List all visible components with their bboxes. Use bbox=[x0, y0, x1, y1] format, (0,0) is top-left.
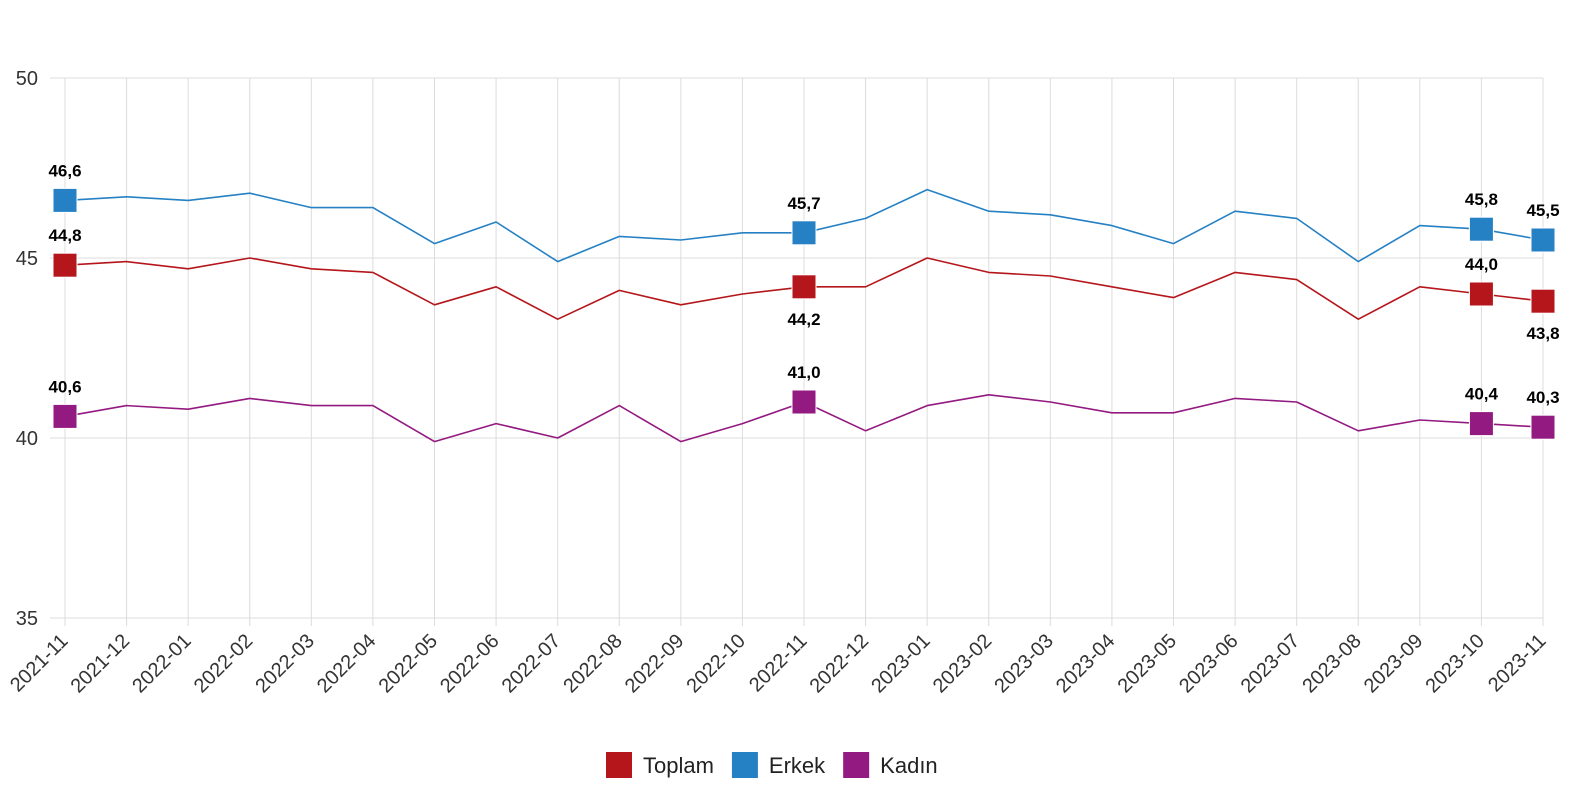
y-tick-label: 45 bbox=[16, 248, 38, 270]
x-tick-label: 2022-10 bbox=[682, 630, 749, 697]
data-label: 46,6 bbox=[48, 161, 81, 180]
y-tick-label: 50 bbox=[16, 68, 38, 90]
data-point-marker bbox=[791, 274, 817, 300]
x-tick-label: 2023-04 bbox=[1052, 630, 1119, 697]
data-label: 41,0 bbox=[787, 363, 820, 382]
data-point-marker bbox=[52, 252, 78, 278]
data-point-marker bbox=[1468, 411, 1494, 437]
x-tick-label: 2021-12 bbox=[67, 630, 134, 697]
legend-swatch bbox=[731, 752, 758, 778]
data-point-marker bbox=[791, 389, 817, 415]
x-tick-label: 2023-11 bbox=[1484, 630, 1550, 696]
x-tick-label: 2023-07 bbox=[1237, 630, 1304, 697]
x-tick-label: 2023-05 bbox=[1114, 630, 1181, 697]
series-markers bbox=[52, 187, 1556, 440]
data-label: 40,4 bbox=[1465, 385, 1499, 404]
x-tick-label: 2022-09 bbox=[621, 630, 688, 697]
data-point-marker bbox=[1530, 414, 1556, 440]
x-tick-label: 2023-01 bbox=[867, 630, 934, 697]
x-tick-label: 2022-07 bbox=[498, 630, 565, 697]
data-label: 40,3 bbox=[1526, 388, 1559, 407]
data-label: 45,7 bbox=[787, 194, 820, 213]
x-tick-label: 2022-04 bbox=[313, 630, 380, 697]
y-tick-label: 40 bbox=[16, 428, 38, 450]
x-tick-label: 2023-10 bbox=[1421, 630, 1488, 697]
data-label: 45,5 bbox=[1526, 201, 1559, 220]
grid bbox=[50, 77, 1544, 626]
x-tick-label: 2022-02 bbox=[190, 630, 257, 697]
data-label: 43,8 bbox=[1526, 324, 1559, 343]
x-tick-label: 2023-02 bbox=[929, 630, 996, 697]
legend-label: Kadın bbox=[880, 753, 938, 778]
y-tick-label: 35 bbox=[16, 608, 38, 630]
x-tick-label: 2023-06 bbox=[1175, 630, 1242, 697]
x-tick-label: 2022-05 bbox=[375, 630, 442, 697]
x-axis-ticks: 2021-112021-122022-012022-022022-032022-… bbox=[6, 630, 1550, 697]
x-tick-label: 2022-01 bbox=[128, 630, 195, 697]
x-tick-label: 2022-03 bbox=[251, 630, 318, 697]
data-point-marker bbox=[1530, 227, 1556, 253]
data-label: 40,6 bbox=[48, 377, 81, 396]
data-labels: 44,8 44,2 44,0 43,8 46,6 45,7 45,8 45,5 40,6 41,0… bbox=[48, 161, 1559, 407]
x-tick-label: 2022-11 bbox=[745, 630, 811, 696]
data-point-marker bbox=[1530, 288, 1556, 314]
data-label: 44,2 bbox=[787, 310, 820, 329]
x-tick-label: 2022-06 bbox=[436, 630, 503, 697]
legend-label: Erkek bbox=[769, 753, 826, 778]
y-axis-ticks: 35 40 45 50 bbox=[16, 68, 38, 630]
legend-label: Toplam bbox=[643, 753, 714, 778]
x-tick-label: 2022-12 bbox=[806, 630, 873, 697]
data-point-marker bbox=[52, 403, 78, 429]
data-point-marker bbox=[1468, 281, 1494, 307]
x-tick-label: 2023-09 bbox=[1360, 630, 1427, 697]
legend-swatch bbox=[843, 752, 870, 778]
data-label: 44,8 bbox=[48, 226, 81, 245]
data-point-marker bbox=[1468, 216, 1494, 242]
legend-swatch bbox=[606, 752, 632, 778]
legend: Toplam Erkek Kadın bbox=[606, 752, 938, 778]
data-point-marker bbox=[52, 187, 78, 213]
x-tick-label: 2021-11 bbox=[6, 630, 72, 696]
x-tick-label: 2023-08 bbox=[1298, 630, 1365, 697]
data-point-marker bbox=[791, 220, 817, 246]
data-label: 45,8 bbox=[1465, 190, 1498, 209]
x-tick-label: 2023-03 bbox=[990, 630, 1057, 697]
x-tick-label: 2022-08 bbox=[559, 630, 626, 697]
data-label: 44,0 bbox=[1465, 255, 1498, 274]
